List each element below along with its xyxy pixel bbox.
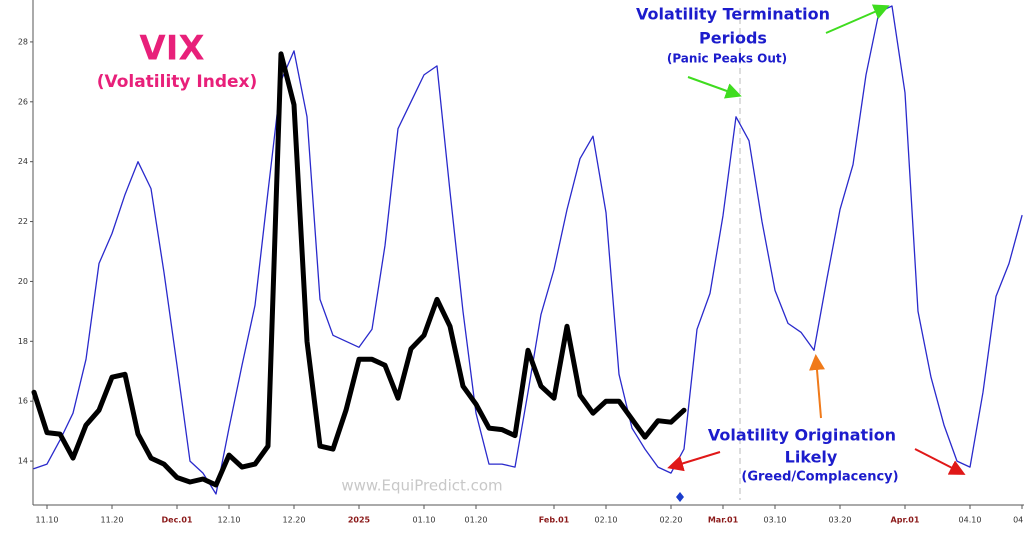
y-tick-label: 18 xyxy=(18,337,28,346)
x-tick-label: 12.20 xyxy=(283,516,306,525)
series-line xyxy=(33,5,1023,495)
y-tick-label: 24 xyxy=(18,157,28,166)
x-tick-label: 02.10 xyxy=(595,516,618,525)
annotation: Volatility Origination xyxy=(708,426,896,445)
x-tick-label: 04.10 xyxy=(959,516,982,525)
annotation: Periods xyxy=(699,29,767,48)
annotation: (Volatility Index) xyxy=(97,72,258,92)
x-tick-label: Mar.01 xyxy=(708,516,739,525)
x-tick-label: Apr.01 xyxy=(891,516,920,525)
marker-diamond xyxy=(676,492,684,502)
x-tick-label: Dec.01 xyxy=(162,516,193,525)
x-tick-label: Feb.01 xyxy=(539,516,570,525)
y-tick-label: 20 xyxy=(18,277,28,286)
arrow xyxy=(667,451,721,472)
series-line xyxy=(31,51,687,488)
x-tick-label: 03.10 xyxy=(764,516,787,525)
arrow xyxy=(914,448,966,475)
x-tick-label: 11.20 xyxy=(101,516,124,525)
annotation: www.EquiPredict.com xyxy=(341,477,502,495)
y-tick-label: 16 xyxy=(18,397,28,406)
y-tick-label: 22 xyxy=(18,217,28,226)
arrow xyxy=(825,4,890,34)
x-tick-label: 12.10 xyxy=(218,516,241,525)
x-tick-label: 11.10 xyxy=(36,516,59,525)
arrow xyxy=(687,76,742,99)
x-tick-label: 01.10 xyxy=(413,516,436,525)
x-tick-label: 2025 xyxy=(348,516,371,525)
annotation: Likely xyxy=(785,448,838,467)
x-tick-label: 04.2 xyxy=(1013,516,1024,525)
y-tick-label: 26 xyxy=(18,97,28,106)
arrow xyxy=(809,354,825,419)
x-tick-label: 01.20 xyxy=(465,516,488,525)
annotation: (Greed/Complacency) xyxy=(741,470,898,485)
annotation: (Panic Peaks Out) xyxy=(667,52,787,66)
y-tick-label: 28 xyxy=(18,37,28,46)
x-tick-label: 03.20 xyxy=(829,516,852,525)
annotation: VIX xyxy=(139,29,204,69)
annotation: Volatility Termination xyxy=(636,5,830,24)
x-tick-label: 02.20 xyxy=(660,516,683,525)
y-tick-label: 14 xyxy=(18,457,28,466)
arrows xyxy=(667,4,966,475)
